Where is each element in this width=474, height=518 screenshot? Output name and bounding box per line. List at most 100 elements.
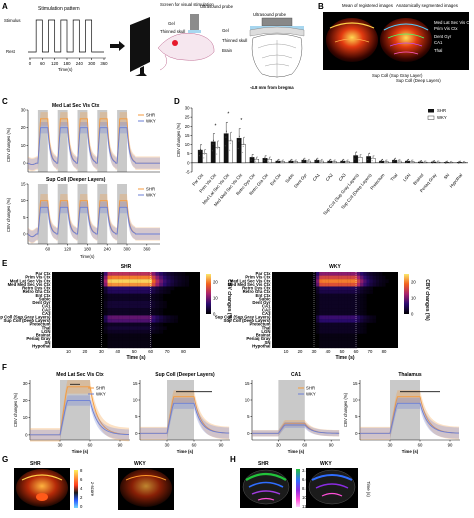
heatmap-cell: [141, 308, 145, 312]
heatmap-cell: [104, 319, 108, 323]
heatmap-cell: [148, 319, 152, 323]
data-point: [304, 160, 305, 161]
heatmap-cell: [370, 276, 373, 280]
heatmap-cell: [354, 279, 357, 283]
e-x-tick-label: 20: [82, 349, 87, 354]
heatmap-cell: [370, 272, 373, 276]
heatmap-cell: [360, 315, 363, 319]
heatmap-cell: [130, 326, 134, 330]
f-y-tick-label: 10: [23, 415, 28, 420]
heatmap-cell: [373, 319, 376, 323]
heatmap-cell: [351, 334, 354, 338]
heatmap-cell: [341, 297, 344, 301]
heatmap-cell: [335, 279, 338, 283]
heatmap-cell: [119, 279, 123, 283]
f-y-tick-label: 0: [25, 432, 28, 437]
heatmap-cell: [341, 305, 344, 309]
heatmap-cell: [167, 279, 171, 283]
heatmap-cell: [119, 330, 123, 334]
data-point: [407, 160, 408, 161]
heatmap-cell: [319, 283, 322, 287]
f-x-tick-label: 30: [58, 443, 63, 448]
heatmap-cell: [115, 272, 119, 276]
heatmap-cell: [119, 312, 123, 316]
heatmap-cell: [174, 319, 178, 323]
heatmap-cell: [341, 323, 344, 327]
heatmap-cell: [145, 315, 149, 319]
heatmap-cell: [152, 330, 156, 334]
f-y-tick-label: 30: [23, 381, 28, 386]
data-point: [424, 161, 425, 162]
heatmap-cell: [382, 279, 385, 283]
heatmap-cell: [145, 297, 149, 301]
heatmap-cell: [104, 315, 108, 319]
heatmap-cell: [348, 283, 351, 287]
data-point: [420, 162, 421, 163]
heatmap-cell: [338, 286, 341, 290]
f-y-tick-label: 20: [23, 398, 28, 403]
d-category-label: CA1: [312, 172, 322, 182]
data-point: [459, 162, 460, 163]
heatmap-cell: [137, 294, 141, 298]
heatmap-cell: [338, 290, 341, 294]
h-time-colorbar: [296, 469, 300, 507]
heatmap-cell: [329, 315, 332, 319]
heatmap-cell: [332, 286, 335, 290]
heatmap-cell: [148, 283, 152, 287]
heatmap-cell: [341, 276, 344, 280]
data-point: [419, 162, 420, 163]
d-category-label: SN: [443, 172, 451, 180]
heatmap-cell: [322, 272, 325, 276]
f-title: Med Lat Sec Vis Ctx: [56, 372, 104, 378]
heatmap-cell: [159, 290, 163, 294]
h-tick-label: 11.5: [302, 504, 311, 509]
f-y-tick-label: 10: [353, 398, 358, 403]
heatmap-cell: [338, 279, 341, 283]
heatmap-cell: [141, 341, 145, 345]
data-point: [199, 151, 200, 152]
heatmap-cell: [344, 344, 347, 348]
x-tick-label: 300: [123, 247, 131, 252]
stim-title: Stimulation pattern: [38, 6, 80, 12]
heatmap-cell: [335, 301, 338, 305]
heatmap-cell: [145, 326, 149, 330]
f-xlabel: Time (s): [288, 449, 305, 454]
heatmap-cell: [367, 290, 370, 294]
heatmap-cell: [357, 290, 360, 294]
heatmap-cell: [344, 334, 347, 338]
data-point: [411, 160, 412, 161]
heatmap-cell: [111, 323, 115, 327]
heatmap-cell: [130, 279, 134, 283]
heatmap-cell: [108, 341, 112, 345]
c-top-ylabel: CBV changes (%): [6, 127, 11, 162]
heatmap-cell: [111, 283, 115, 287]
data-point: [433, 162, 434, 163]
heatmap-cell: [348, 276, 351, 280]
heatmap-cell: [367, 283, 370, 287]
e-x-tick-label: 30: [99, 349, 104, 354]
heatmap-cell: [163, 290, 167, 294]
data-point: [270, 156, 271, 157]
heatmap-cell: [182, 272, 186, 276]
heatmap-cell: [130, 315, 134, 319]
significance-marker: *: [240, 118, 242, 124]
skull-label: Thinned skull: [160, 29, 185, 34]
data-point: [458, 161, 459, 162]
heatmap-cell: [376, 272, 379, 276]
data-point: [451, 162, 452, 163]
heatmap-cell: [322, 308, 325, 312]
data-point: [423, 162, 424, 163]
heatmap-cell: [122, 276, 126, 280]
heatmap-cell: [332, 344, 335, 348]
heatmap-cell: [329, 334, 332, 338]
g-zscore-label: z-score: [90, 482, 95, 497]
heatmap-cell: [329, 341, 332, 345]
heatmap-cell: [348, 286, 351, 290]
heatmap-cell: [319, 323, 322, 327]
heatmap-cell: [344, 341, 347, 345]
heatmap-cell: [156, 323, 160, 327]
e-colorbar: [404, 274, 409, 314]
heatmap-cell: [357, 305, 360, 309]
heatmap-cell: [126, 312, 130, 316]
